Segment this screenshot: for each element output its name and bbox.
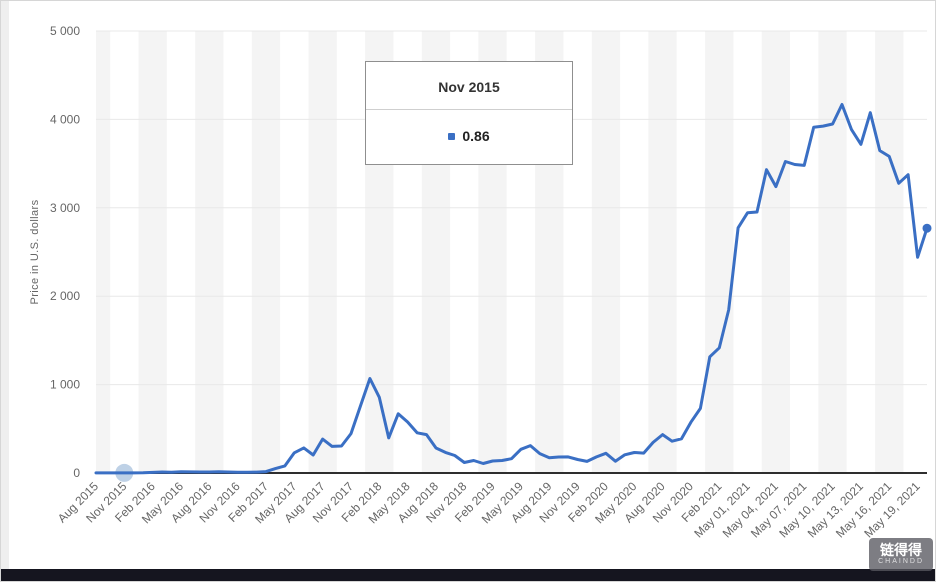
plot-stripe (195, 31, 224, 473)
watermark-badge: 链得得 CHAINDD (869, 537, 933, 571)
tooltip-divider (366, 109, 572, 110)
plot-stripe (591, 31, 621, 473)
plot-stripe (96, 31, 111, 473)
plot-stripe (875, 31, 904, 473)
watermark-subtext: CHAINDD (878, 557, 924, 565)
bottom-bar (1, 569, 935, 581)
tooltip-title: Nov 2015 (438, 79, 500, 95)
plot-stripe (648, 31, 677, 473)
plot-stripe (705, 31, 734, 473)
watermark-text: 链得得 (880, 541, 923, 558)
price-line (94, 103, 929, 475)
y-tick-label: 2 000 (50, 289, 80, 303)
plot-stripe (138, 31, 167, 473)
y-axis-title: Price in U.S. dollars (29, 199, 41, 305)
y-tick-label: 1 000 (50, 378, 80, 392)
page-left-edge (1, 1, 9, 569)
plot-stripe (251, 31, 281, 473)
y-tick-label: 0 (73, 466, 80, 480)
y-tick-label: 5 000 (50, 24, 80, 38)
plot-stripe (308, 31, 337, 473)
tooltip-value: 0.86 (462, 128, 490, 144)
y-tick-label: 3 000 (50, 201, 80, 215)
tooltip-series-marker (448, 133, 456, 140)
tooltip: Nov 2015 0.86 (365, 61, 573, 165)
tooltip-value-row: 0.86 (366, 110, 572, 164)
y-tick-label: 4 000 (50, 112, 80, 126)
plot-stripe (761, 31, 790, 473)
plot-stripe (818, 31, 847, 473)
last-point-dot (922, 223, 932, 233)
